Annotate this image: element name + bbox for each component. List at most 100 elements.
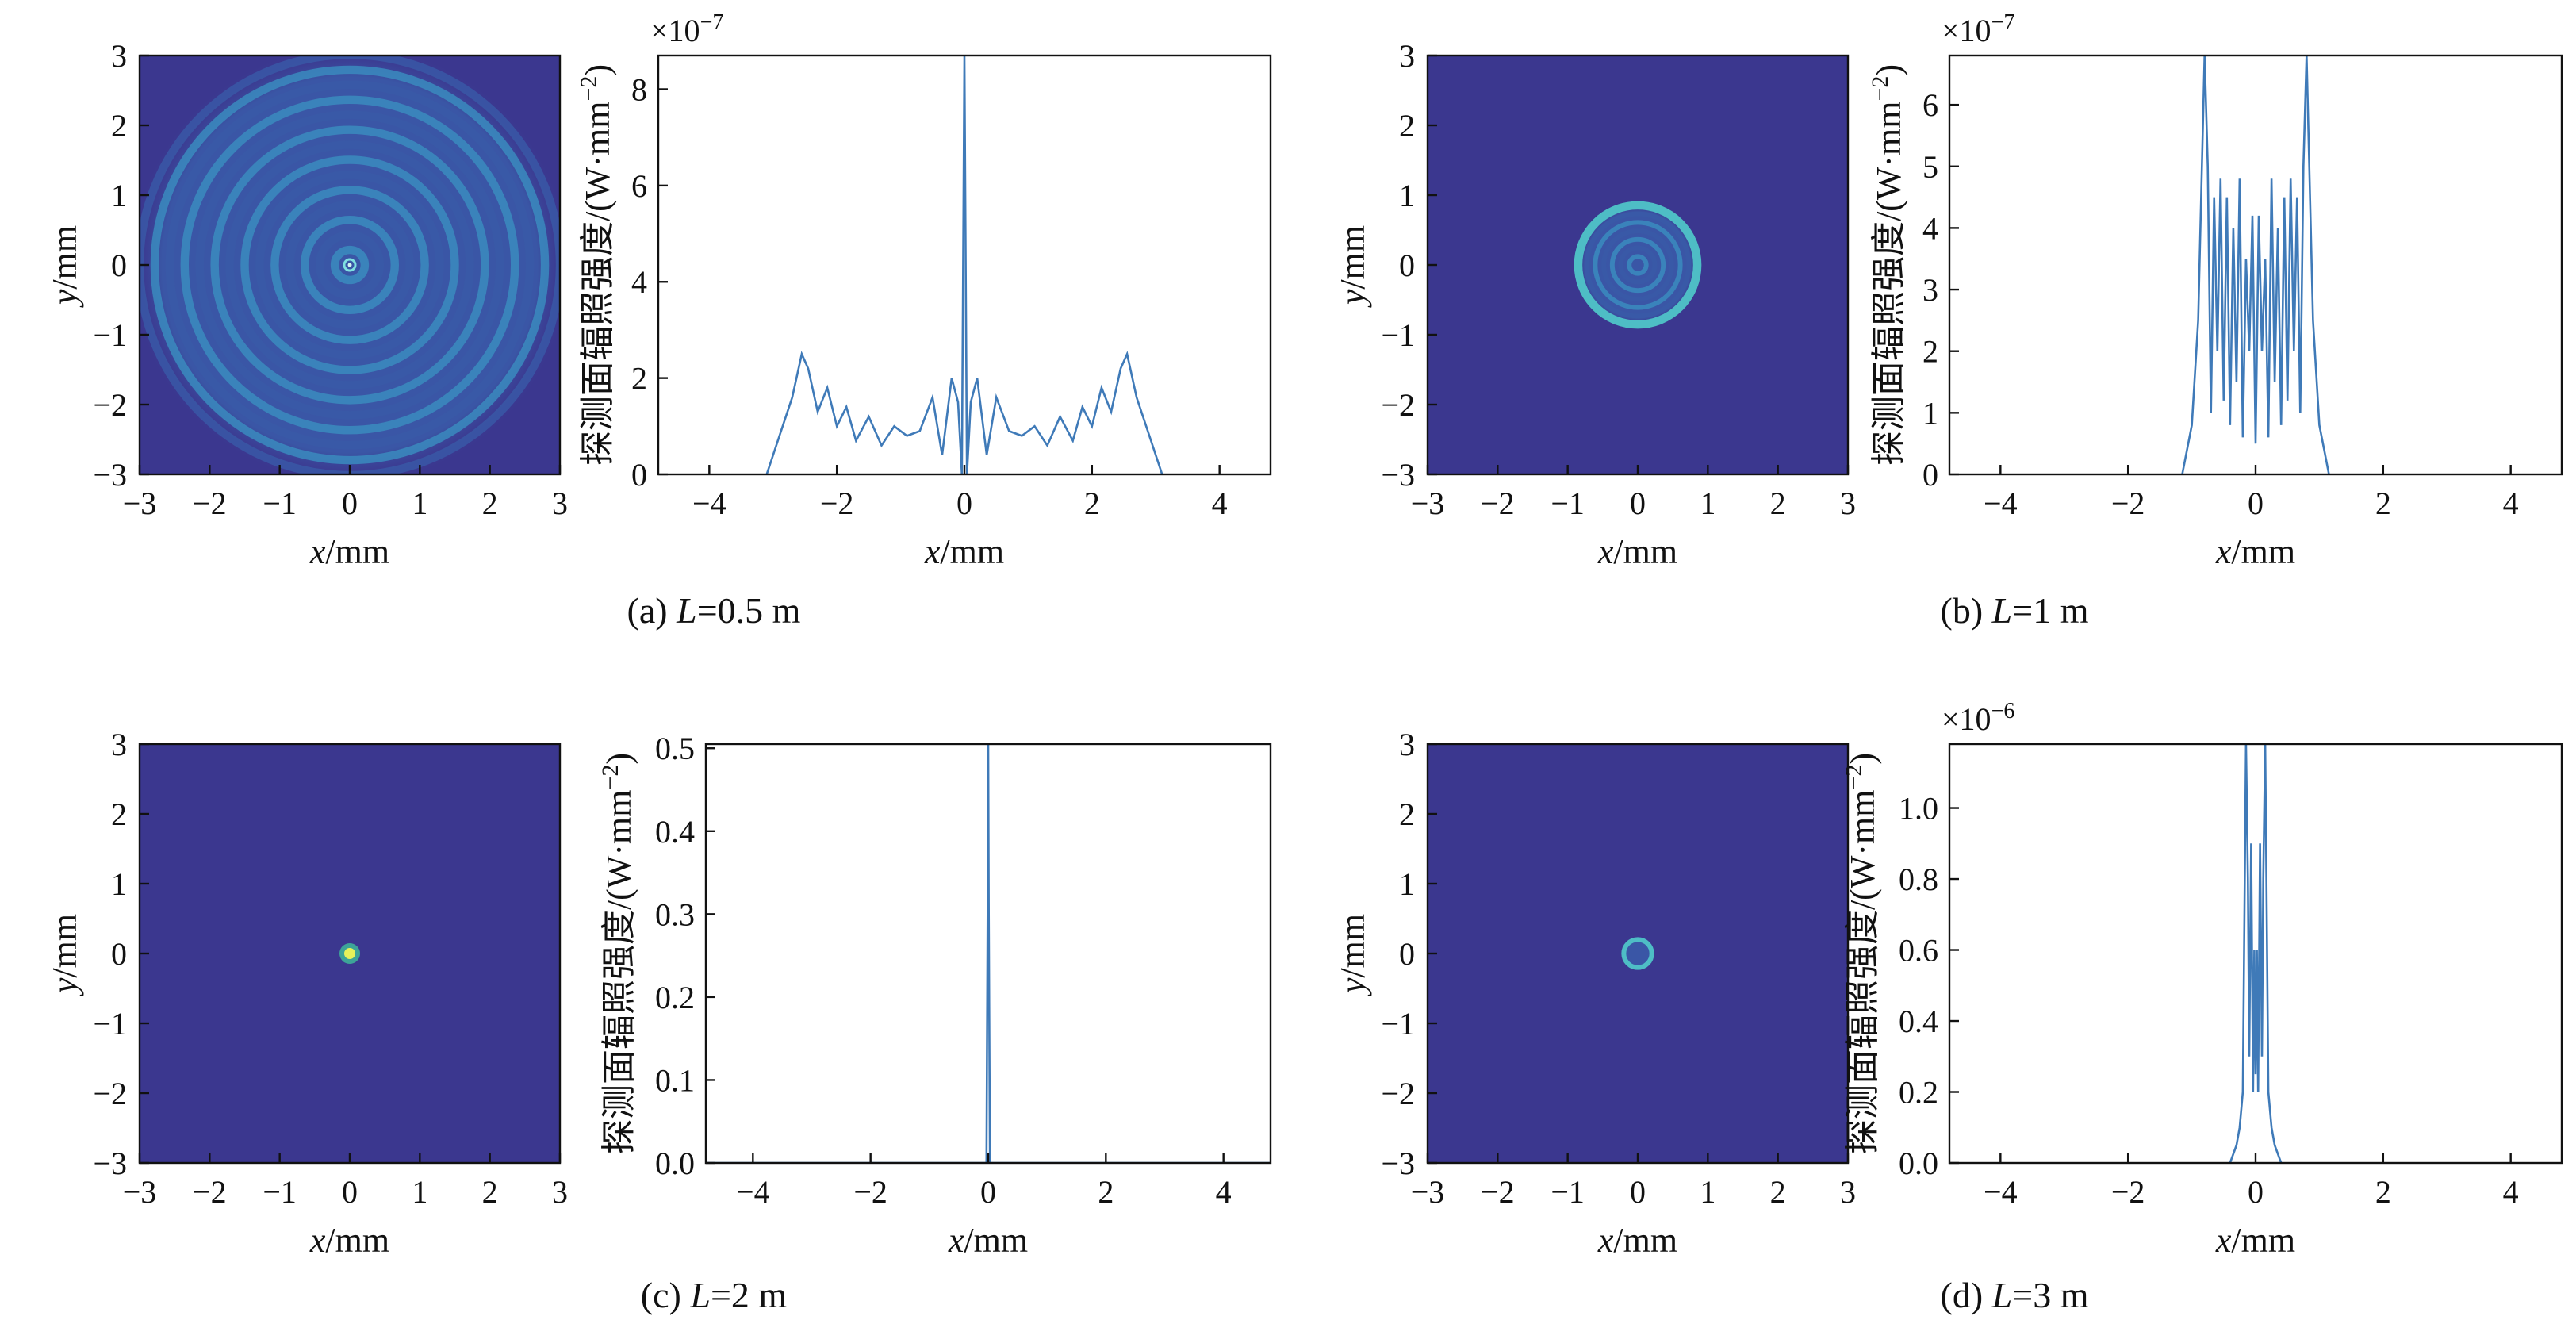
y-tick-label: 3 <box>1399 38 1415 74</box>
x-tick-label: −2 <box>2111 485 2145 521</box>
y-tick-label: 0.1 <box>655 1062 695 1098</box>
y-axis-unit: /mm <box>1333 914 1372 978</box>
x-tick-label: −1 <box>1551 1174 1585 1210</box>
x-tick-label: −2 <box>1481 485 1515 521</box>
y-tick-label: 2 <box>631 361 647 397</box>
y-tick-label: 0.8 <box>1899 861 1938 897</box>
ring <box>1601 228 1674 301</box>
x-tick-label: 0 <box>1630 485 1646 521</box>
caption-prefix: (b) <box>1941 590 1992 631</box>
x-tick-label: 2 <box>482 485 498 521</box>
caption-value: =1 m <box>2012 590 2088 631</box>
ring <box>301 216 399 314</box>
y-axis-label: 探测面辐照强度/(W·mm−2) <box>1867 64 1909 466</box>
y-tick-label: 3 <box>111 38 127 74</box>
x-axis-var: x <box>924 532 941 571</box>
x-tick-label: −2 <box>1481 1174 1515 1210</box>
x-tick-label: −1 <box>263 1174 297 1210</box>
y-axis-label-sup: −2 <box>576 76 602 102</box>
x-tick-label: 2 <box>1098 1174 1114 1210</box>
y-axis-unit: /mm <box>45 914 84 978</box>
y-axis-label-end: ) <box>1843 753 1882 765</box>
y-axis-label: 探测面辐照强度/(W·mm−2) <box>597 753 639 1154</box>
x-axis-var: x <box>2215 532 2232 571</box>
x-tick-label: 3 <box>552 1174 568 1210</box>
x-axis-label: x/mm <box>2215 1221 2295 1260</box>
y-axis-label-main: 探测面辐照强度/(W·mm <box>1869 102 1908 466</box>
scale-exponent: −7 <box>1991 10 2015 35</box>
y-tick-label: −3 <box>93 457 127 493</box>
x-tick-label: −4 <box>1984 485 2018 521</box>
caption-var: L <box>1991 1275 2013 1315</box>
y-tick-label: 0 <box>111 248 127 283</box>
y-tick-label: 3 <box>111 727 127 762</box>
y-axis-label-end: ) <box>1869 64 1908 76</box>
caption-prefix: (c) <box>641 1275 691 1315</box>
x-tick-label: −4 <box>736 1174 770 1210</box>
y-tick-label: 0.3 <box>655 896 695 932</box>
y-tick-label: 1.0 <box>1899 791 1938 827</box>
y-tick-label: 4 <box>1922 210 1938 246</box>
x-tick-label: 4 <box>2503 485 2519 521</box>
y-axis-unit: /mm <box>45 225 84 290</box>
panel-caption: (a) L=0.5 m <box>627 590 801 631</box>
x-axis-label: x/mm <box>1597 1221 1677 1260</box>
ring <box>1621 937 1654 970</box>
panel-caption: (b) L=1 m <box>1941 590 2089 631</box>
x-tick-label: −3 <box>123 1174 157 1210</box>
y-tick-label: 2 <box>111 108 127 144</box>
y-tick-label: 1 <box>1399 866 1415 902</box>
x-tick-label: −4 <box>692 485 726 521</box>
y-axis-label-sup: −2 <box>1867 76 1893 102</box>
y-tick-label: 0 <box>111 936 127 972</box>
x-tick-label: 3 <box>1840 485 1856 521</box>
y-axis-label-main: 探测面辐照强度/(W·mm <box>1843 790 1882 1155</box>
y-tick-label: 1 <box>111 866 127 902</box>
scale-exponent: −7 <box>700 10 724 35</box>
scale-exponent: −6 <box>1991 699 2015 723</box>
x-tick-label: −2 <box>2111 1174 2145 1210</box>
y-tick-label: 0.4 <box>1899 1003 1938 1039</box>
y-tick-label: 6 <box>631 168 647 204</box>
x-axis-var: x <box>1597 1221 1614 1260</box>
x-tick-label: −2 <box>853 1174 887 1210</box>
y-axis-label: y/mm <box>1333 914 1372 996</box>
x-axis-var: x <box>2215 1221 2232 1260</box>
scale-base: ×10 <box>1942 701 1991 737</box>
y-axis-var: y <box>1333 977 1372 996</box>
y-tick-label: −3 <box>93 1145 127 1181</box>
x-tick-label: −1 <box>263 485 297 521</box>
x-tick-label: 0 <box>2248 485 2264 521</box>
x-axis-unit: /mm <box>325 1221 389 1260</box>
y-tick-label: 0 <box>1399 248 1415 283</box>
profile-line <box>2181 56 2330 474</box>
x-tick-label: 1 <box>1700 485 1715 521</box>
ring <box>255 171 444 359</box>
ring <box>240 155 459 374</box>
spot-core <box>344 948 355 959</box>
y-tick-label: −2 <box>93 387 127 423</box>
ring <box>1574 201 1702 329</box>
x-tick-label: −3 <box>1411 485 1445 521</box>
y-tick-label: 0.6 <box>1899 933 1938 969</box>
ring <box>270 186 429 344</box>
center-dot <box>347 263 352 267</box>
x-axis-label: x/mm <box>948 1221 1028 1260</box>
ring-pattern <box>1574 201 1702 329</box>
y-axis-var: y <box>45 977 84 996</box>
x-axis-label: x/mm <box>2215 532 2295 571</box>
caption-value: =0.5 m <box>697 590 801 631</box>
ring <box>1627 254 1649 276</box>
x-tick-label: 0 <box>2248 1174 2264 1210</box>
profile-line <box>2229 744 2283 1163</box>
y-tick-label: 1 <box>1399 178 1415 213</box>
y-tick-label: 0 <box>1399 936 1415 972</box>
ring <box>315 230 385 300</box>
y-tick-label: −1 <box>93 1006 127 1042</box>
x-tick-label: 2 <box>2375 485 2391 521</box>
y-axis-label-main: 探测面辐照强度/(W·mm <box>600 790 638 1155</box>
ring <box>1609 236 1666 294</box>
